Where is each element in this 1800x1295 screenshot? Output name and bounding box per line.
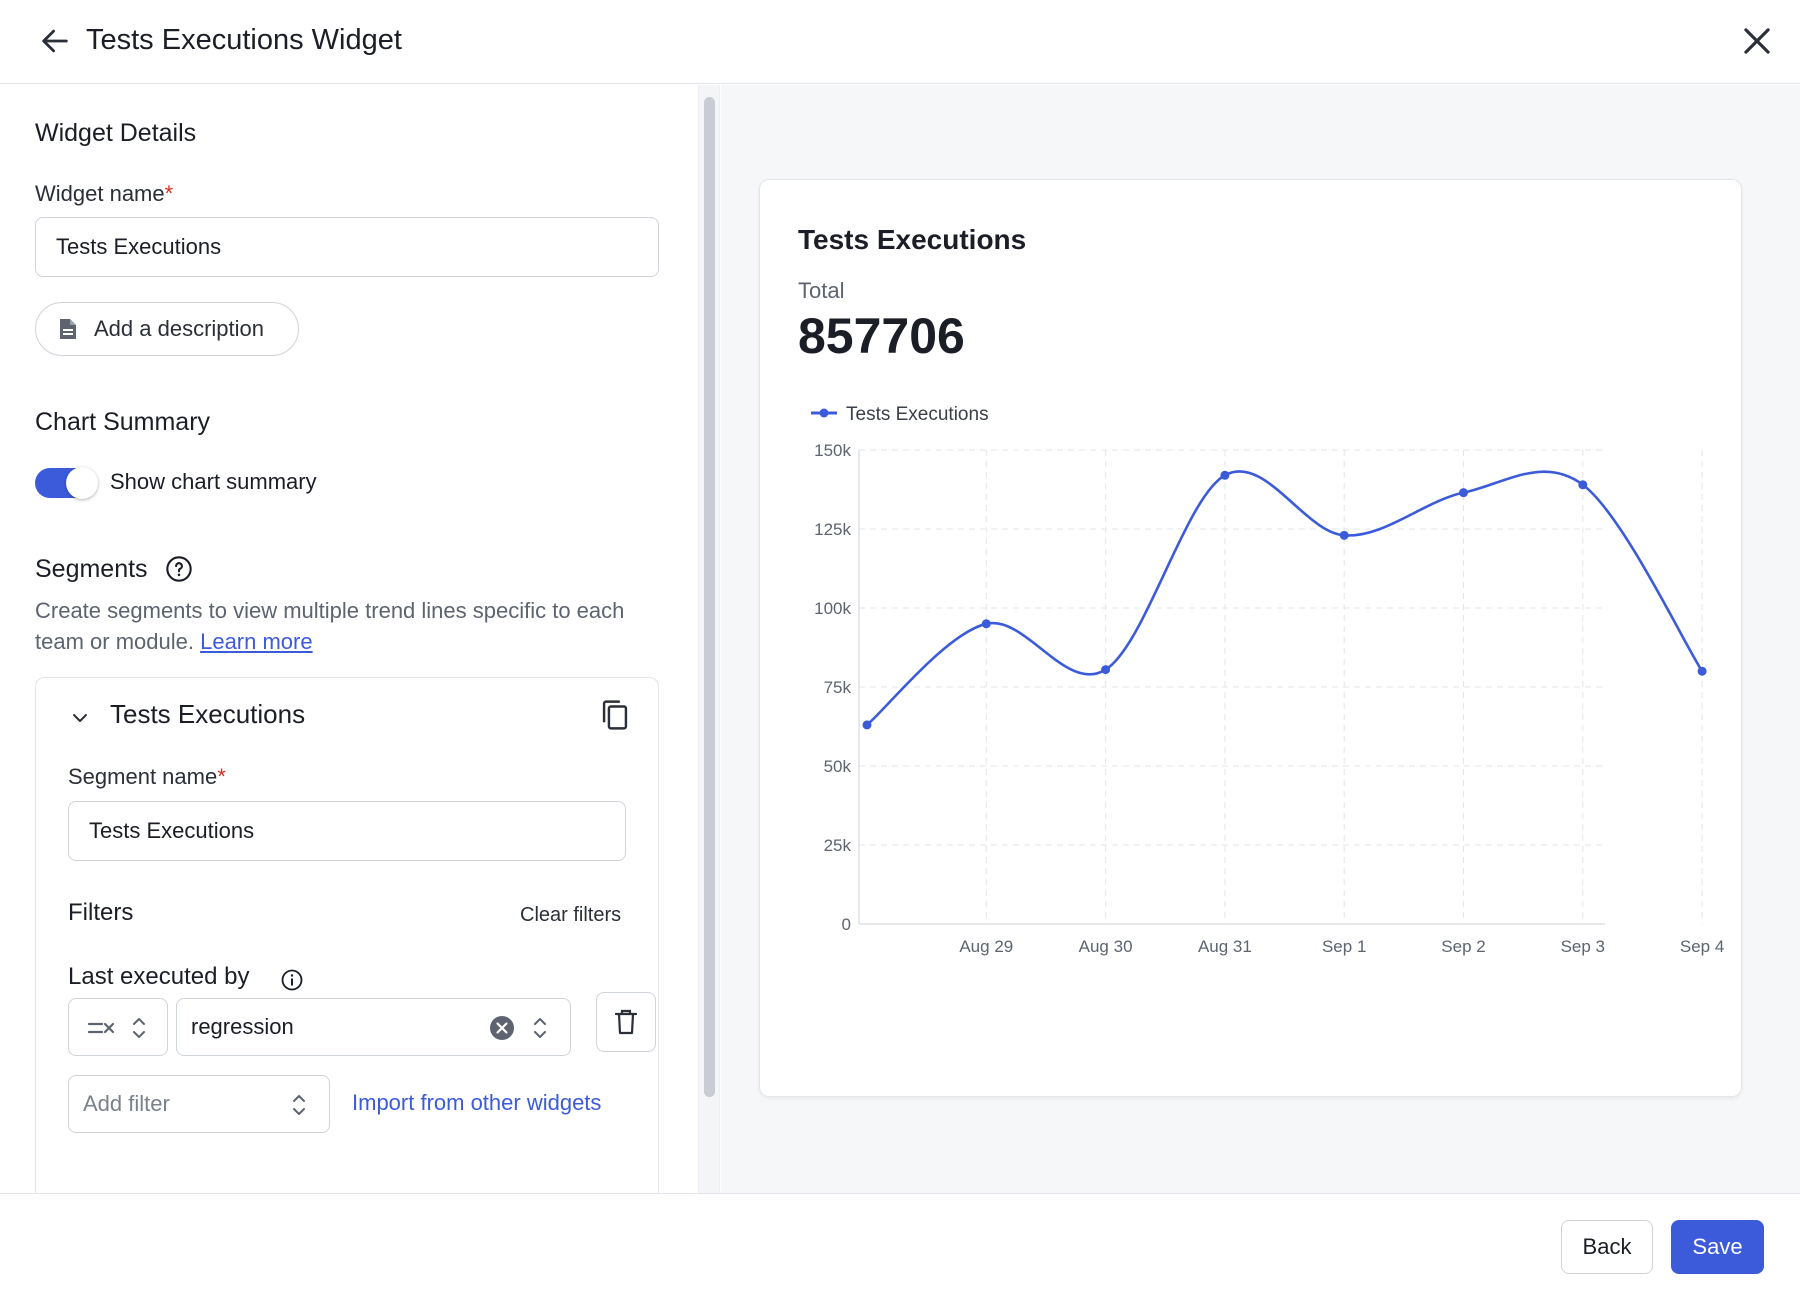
x-tick-label: Sep 3: [1561, 937, 1605, 956]
close-icon[interactable]: [1738, 22, 1776, 60]
data-point: [1459, 488, 1468, 498]
data-point: [862, 720, 872, 730]
save-button[interactable]: Save: [1671, 1220, 1764, 1274]
x-tick-label: Aug 31: [1198, 937, 1252, 956]
show-chart-summary-toggle[interactable]: [35, 467, 98, 499]
segment-name-label: Segment name*: [68, 762, 226, 792]
sort-updown-icon: [133, 1018, 145, 1038]
segments-description-text: Create segments to view multiple trend l…: [35, 598, 625, 654]
page-title: Tests Executions Widget: [86, 24, 402, 56]
y-tick-label: 25k: [824, 836, 852, 855]
question-circle-icon[interactable]: [165, 555, 193, 583]
x-tick-label: Sep 2: [1441, 937, 1485, 956]
info-icon[interactable]: [280, 968, 304, 992]
dialog-header: Tests Executions Widget: [0, 0, 1800, 84]
widget-details-title: Widget Details: [35, 119, 197, 147]
widget-name-label-text: Widget name: [35, 181, 165, 206]
widget-name-label: Widget name*: [35, 179, 173, 209]
import-from-other-widgets-link[interactable]: Import from other widgets: [352, 1090, 602, 1115]
add-description-label: Add a description: [94, 316, 264, 341]
add-filter-placeholder: Add filter: [83, 1091, 170, 1116]
arrow-left-icon[interactable]: [38, 24, 72, 58]
required-mark: *: [164, 181, 174, 206]
x-tick-label: Sep 1: [1322, 937, 1366, 956]
x-tick-label: Sep 4: [1680, 937, 1724, 956]
segment-name-label-text: Segment name: [68, 764, 218, 789]
y-tick-label: 50k: [824, 757, 852, 776]
data-point: [1220, 470, 1230, 480]
widget-name-input[interactable]: Tests Executions: [35, 217, 659, 277]
y-tick-label: 75k: [824, 678, 852, 697]
delete-filter-button[interactable]: [596, 992, 656, 1052]
toggle-knob: [66, 467, 98, 499]
total-value: 857706: [798, 308, 965, 364]
filter-value-select[interactable]: regression: [176, 998, 571, 1056]
chart-summary-title: Chart Summary: [35, 408, 211, 436]
data-point: [1578, 480, 1588, 490]
chart-card: Tests Executions Total 857706 Tests Exec…: [759, 179, 1742, 1097]
preview-panel: Tests Executions Total 857706 Tests Exec…: [721, 85, 1800, 1193]
sort-updown-icon: [293, 1095, 305, 1115]
segment-name-input[interactable]: Tests Executions: [68, 801, 626, 861]
add-filter-select[interactable]: Add filter: [68, 1075, 330, 1133]
scrollbar-thumb[interactable]: [704, 97, 715, 1097]
chart-title: Tests Executions: [798, 224, 1027, 255]
segment-card: Tests Executions Segment name* Tests Exe…: [35, 677, 659, 1193]
segments-title: Segments: [35, 555, 148, 583]
legend-label: Tests Executions: [846, 404, 989, 425]
y-tick-label: 125k: [814, 520, 851, 539]
sort-updown-icon: [534, 1018, 546, 1038]
filters-label: Filters: [68, 899, 134, 926]
show-chart-summary-label: Show chart summary: [110, 469, 317, 494]
segment-title: Tests Executions: [110, 699, 306, 729]
clear-circle-icon[interactable]: [489, 1015, 515, 1041]
trash-icon: [615, 1009, 637, 1035]
chevron-down-icon[interactable]: [68, 706, 92, 730]
total-label: Total: [798, 278, 845, 303]
add-description-button[interactable]: Add a description: [35, 302, 299, 356]
y-tick-label: 0: [842, 915, 851, 934]
widget-config-panel: Widget Details Widget name* Tests Execut…: [0, 85, 698, 1193]
data-point: [1339, 530, 1349, 540]
clear-filters-button[interactable]: Clear filters: [520, 904, 622, 926]
scrollbar[interactable]: [698, 85, 720, 1193]
not-equals-icon: [87, 1022, 115, 1034]
filter-operator-select[interactable]: [68, 998, 168, 1056]
x-tick-label: Aug 30: [1079, 937, 1133, 956]
data-point: [981, 619, 991, 629]
legend-marker: [819, 408, 829, 418]
data-point: [1697, 666, 1707, 676]
document-icon: [60, 319, 76, 339]
learn-more-link[interactable]: Learn more: [200, 629, 313, 654]
y-tick-label: 150k: [814, 441, 851, 460]
required-mark: *: [217, 764, 226, 789]
back-button[interactable]: Back: [1561, 1220, 1653, 1274]
copy-icon[interactable]: [600, 698, 630, 732]
dialog-footer: Back Save: [0, 1193, 1800, 1295]
data-point: [1101, 665, 1111, 675]
segments-description: Create segments to view multiple trend l…: [35, 595, 635, 657]
last-executed-by-label: Last executed by: [68, 963, 250, 990]
x-tick-label: Aug 29: [959, 937, 1013, 956]
filter-value: regression: [191, 1014, 294, 1039]
y-tick-label: 100k: [814, 599, 851, 618]
line-chart: Tests Executions 0 25k 50k 75k 100k 125k 150k Au…: [811, 404, 1724, 956]
